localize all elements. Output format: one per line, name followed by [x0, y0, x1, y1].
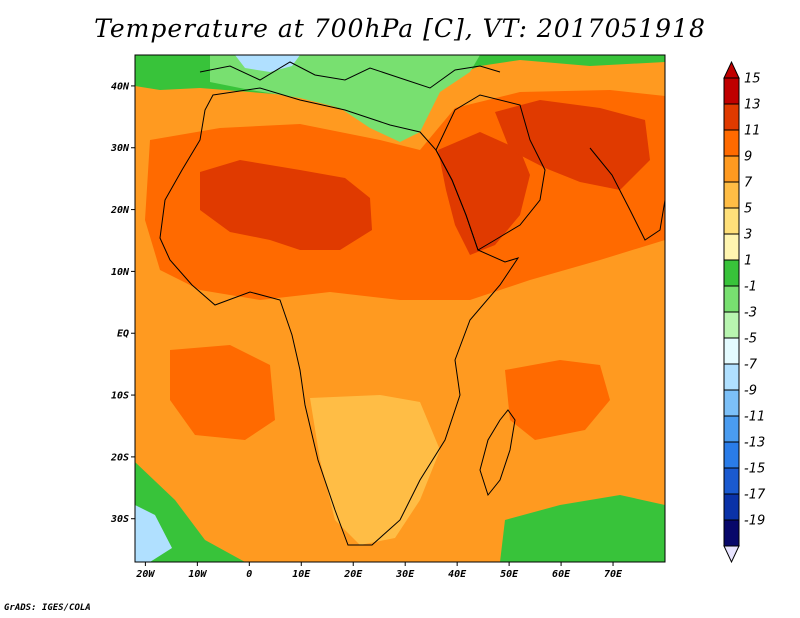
arabia-hot-zone — [438, 132, 530, 255]
colorbar-label: 11 — [744, 124, 761, 139]
colorbar-label: 1 — [744, 254, 752, 269]
colorbar-label: -9 — [744, 384, 757, 399]
colorbar-label: -3 — [744, 306, 757, 321]
colorbar-label: -7 — [744, 358, 758, 373]
arabia-coastline — [435, 94, 546, 251]
colorbar-swatch — [723, 519, 740, 547]
europe-cold-patch — [235, 55, 300, 72]
colorbar-swatch — [723, 337, 740, 365]
colorbar-top-cap — [723, 60, 740, 79]
lon-tick-label: 70E — [604, 569, 623, 580]
colorbar-swatch — [723, 77, 740, 105]
lat-tick-label: 20S — [110, 452, 129, 463]
colorbar-swatch — [723, 103, 740, 131]
colorbar-swatch — [723, 493, 740, 521]
europe-coastline — [199, 61, 501, 89]
colorbar-swatch — [723, 181, 740, 209]
lat-tick-label: 30S — [110, 514, 129, 525]
colorbar-swatch — [723, 441, 740, 469]
lat-tick-label: EQ — [117, 329, 129, 340]
colorbar-label: -17 — [744, 488, 766, 503]
lat-tick-label: 30N — [110, 143, 130, 154]
colorbar-label: 15 — [744, 72, 761, 87]
colorbar-swatch — [723, 285, 740, 313]
iran-pakistan-hot-zone — [495, 100, 650, 190]
colorbar-swatch — [723, 233, 740, 261]
indian-ocean-warm-zone — [505, 360, 610, 440]
colorbar-bottom-cap — [723, 545, 740, 564]
mediterranean-cool-zone — [210, 55, 480, 142]
lat-tick-label: 20N — [110, 205, 130, 216]
colorbar-swatch — [723, 415, 740, 443]
colorbar-swatch — [723, 363, 740, 391]
lat-tick-label: 10S — [111, 391, 129, 402]
lon-tick-label: 20W — [135, 569, 155, 580]
south-indian-cool-zone — [500, 495, 665, 562]
longitude-axis: 20W 10W 0 10E 20E 30E 40E 50E 60E 70E — [135, 562, 623, 580]
madagascar-coastline — [479, 409, 516, 497]
lon-tick-label: 50E — [500, 569, 519, 580]
lon-tick-label: 30E — [395, 569, 415, 580]
colorbar-swatch — [723, 389, 740, 417]
lon-tick-label: 0 — [246, 569, 252, 580]
lon-tick-label: 10W — [188, 569, 207, 580]
atlantic-warm-zone — [170, 345, 275, 440]
lat-tick-label: 40N — [111, 81, 130, 92]
colorbar-swatch — [723, 129, 740, 157]
lat-tick-label: 10N — [111, 267, 130, 278]
colorbar-label: -1 — [744, 280, 757, 295]
colorbar-swatch — [723, 207, 740, 235]
colorbar-swatch — [723, 155, 740, 183]
colorbar-label: 7 — [744, 176, 753, 191]
colorbar-swatch — [723, 259, 740, 287]
colorbar-swatch — [723, 467, 740, 495]
colorbar-label: -11 — [744, 410, 765, 425]
south-atlantic-cold-patch — [135, 505, 172, 562]
southern-africa-mild-zone — [310, 395, 440, 545]
colorbar-label: -19 — [744, 514, 765, 529]
color-legend: 15 13 11 9 7 5 3 1 -1 -3 -5 -7 -9 -11 -13 -15 -17 -19 — [723, 60, 766, 564]
credit-text: GrADS: IGES/COLA — [4, 603, 91, 613]
lon-tick-label: 20E — [343, 569, 363, 580]
lon-tick-label: 40E — [448, 569, 467, 580]
colorbar-label: -15 — [744, 462, 765, 477]
latitude-axis: 40N 30N 20N 10N EQ 10S 20S 30S — [110, 81, 135, 525]
sahara-hot-core — [200, 160, 372, 250]
lon-tick-label: 60E — [552, 569, 571, 580]
coastlines — [159, 61, 666, 546]
colorbar-label: -13 — [744, 436, 765, 451]
lon-tick-label: 10E — [292, 569, 311, 580]
colorbar-label: -5 — [744, 332, 757, 347]
colorbar-label: 5 — [744, 202, 752, 217]
india-coastline — [589, 147, 666, 241]
colorbar-label: 13 — [744, 98, 761, 113]
colorbar-swatch — [723, 311, 740, 339]
colorbar-label: 3 — [744, 228, 752, 243]
plot-frame — [134, 54, 666, 563]
temperature-field — [135, 55, 665, 562]
colorbar-label: 9 — [744, 150, 752, 165]
map-title: Temperature at 700hPa [C], VT: 201705191… — [94, 14, 706, 43]
